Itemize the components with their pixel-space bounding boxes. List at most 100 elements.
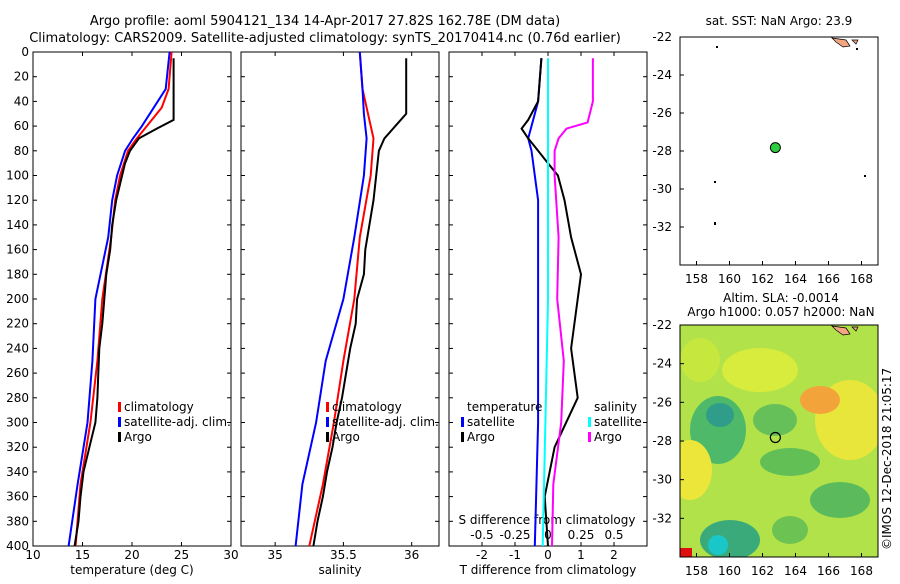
legend-swatch-argo bbox=[326, 432, 329, 442]
depth-tick-label: 60 bbox=[14, 119, 29, 133]
sla-blob bbox=[800, 386, 840, 414]
xtick-label: 35 bbox=[267, 548, 282, 562]
legend-swatch-climatology bbox=[118, 402, 121, 412]
sla-blob bbox=[810, 482, 870, 518]
coastline-island bbox=[851, 326, 859, 332]
lat-tick-label: -26 bbox=[652, 395, 672, 409]
legend-label: satellite-adj. clim. bbox=[332, 415, 439, 429]
xtick-label: 20 bbox=[124, 548, 139, 562]
lat-tick-label: -32 bbox=[652, 511, 672, 525]
temperature-argo-line bbox=[73, 58, 175, 546]
legend-swatch-s-argo bbox=[588, 432, 591, 442]
depth-tick-label: 180 bbox=[6, 267, 29, 281]
lon-tick-label: 164 bbox=[784, 564, 807, 578]
salinity-panel-frame bbox=[240, 51, 440, 547]
diff-s-argo-line bbox=[551, 58, 594, 546]
legend-swatch-t-satellite bbox=[461, 417, 464, 427]
diff-t-satellite-line bbox=[527, 58, 543, 546]
depth-tick-label: 240 bbox=[6, 341, 29, 355]
lon-tick-label: 158 bbox=[685, 564, 708, 578]
legend-title-temperature: temperature bbox=[467, 400, 542, 414]
lat-tick-label: -28 bbox=[652, 434, 672, 448]
title-line-1: Argo profile: aoml 5904121_134 14-Apr-20… bbox=[90, 14, 560, 29]
diff-s-satellite-line bbox=[541, 58, 549, 546]
depth-tick-label: 360 bbox=[6, 490, 29, 504]
coastline-island bbox=[714, 222, 716, 225]
difference-legend: temperature satellite Argo salinity sate… bbox=[461, 400, 642, 444]
depth-axis: 0 20 40 60 80 100 120 140 160 180 200 220 240 260 280 3… bbox=[6, 45, 29, 553]
lat-tick-label: -30 bbox=[652, 182, 672, 196]
coastline-island bbox=[716, 46, 718, 48]
legend-title-salinity: salinity bbox=[594, 400, 637, 414]
xtick-s-label: 0.25 bbox=[568, 528, 595, 542]
xtick-s-label: -0.25 bbox=[499, 528, 530, 542]
depth-tick-label: 300 bbox=[6, 416, 29, 430]
legend-label: Argo bbox=[467, 430, 495, 444]
xtick-label: -1 bbox=[509, 548, 521, 562]
imos-credit: ©IMOS 12-Dec-2018 21:05:17 bbox=[880, 368, 894, 550]
xtick-label: 36 bbox=[404, 548, 419, 562]
legend-label: Argo bbox=[124, 430, 152, 444]
sla-blob bbox=[753, 404, 797, 436]
lon-tick-label: 160 bbox=[718, 564, 741, 578]
legend-swatch-satellite bbox=[326, 417, 329, 427]
depth-tick-label: 20 bbox=[14, 70, 29, 84]
temperature-panel-frame bbox=[32, 51, 232, 547]
sla-blob bbox=[708, 535, 728, 555]
depth-tick-label: 220 bbox=[6, 317, 29, 331]
diff-t-argo-line bbox=[520, 58, 583, 546]
legend-swatch-s-satellite bbox=[588, 417, 591, 427]
difference-xlabel: T difference from climatology bbox=[459, 563, 637, 577]
lon-tick-label: 166 bbox=[817, 272, 840, 286]
lat-tick-label: -22 bbox=[652, 30, 672, 44]
depth-tick-label: 200 bbox=[6, 292, 29, 306]
temperature-legend: climatology satellite-adj. clim. Argo bbox=[118, 400, 231, 444]
depth-tick-label: 100 bbox=[6, 169, 29, 183]
temperature-xticks: 10 15 20 25 30 bbox=[25, 52, 239, 562]
sla-blob bbox=[680, 338, 720, 382]
legend-label: satellite bbox=[594, 415, 642, 429]
temperature-xlabel: temperature (deg C) bbox=[70, 563, 193, 577]
coastline-island bbox=[851, 39, 859, 45]
title-line-2: Climatology: CARS2009. Satellite-adjuste… bbox=[29, 31, 621, 46]
depth-tick-label: 280 bbox=[6, 391, 29, 405]
xtick-label: 1 bbox=[577, 548, 585, 562]
depth-tick-label: 140 bbox=[6, 218, 29, 232]
sla-lon-axis: 158 160 162 164 166 168 bbox=[685, 553, 873, 578]
salinity-climatology-line bbox=[308, 52, 375, 546]
xtick-label: 2 bbox=[610, 548, 618, 562]
legend-swatch-t-argo bbox=[461, 432, 464, 442]
salinity-legend: climatology satellite-adj. clim. Argo bbox=[326, 400, 439, 444]
temperature-satellite-line bbox=[67, 52, 171, 546]
lat-tick-label: -30 bbox=[652, 473, 672, 487]
lat-tick-label: -24 bbox=[652, 357, 672, 371]
lat-tick-label: -28 bbox=[652, 144, 672, 158]
coastline-island bbox=[831, 325, 851, 336]
axis-ticks bbox=[33, 51, 647, 547]
coastline-island bbox=[864, 175, 866, 177]
coastline-island bbox=[714, 181, 716, 183]
legend-label: Argo bbox=[594, 430, 622, 444]
coastline-island bbox=[856, 48, 858, 50]
lon-tick-label: 164 bbox=[784, 272, 807, 286]
depth-tick-label: 80 bbox=[14, 144, 29, 158]
legend-swatch-argo bbox=[118, 432, 121, 442]
sla-blob bbox=[706, 403, 734, 427]
lon-tick-label: 160 bbox=[718, 272, 741, 286]
xtick-label: 15 bbox=[75, 548, 90, 562]
legend-label: satellite-adj. clim. bbox=[124, 415, 231, 429]
xtick-label: -2 bbox=[476, 548, 488, 562]
sst-lat-axis: -22 -24 -26 -28 -30 -32 bbox=[652, 30, 684, 234]
salinity-argo-line bbox=[312, 58, 408, 546]
legend-label: climatology bbox=[124, 400, 194, 414]
lon-tick-label: 166 bbox=[817, 564, 840, 578]
sla-field bbox=[680, 325, 878, 557]
lat-tick-label: -26 bbox=[652, 106, 672, 120]
xtick-label: 25 bbox=[174, 548, 189, 562]
legend-label: climatology bbox=[332, 400, 402, 414]
xtick-s-label: 0.5 bbox=[604, 528, 623, 542]
sst-lon-axis: 158 160 162 164 166 168 bbox=[685, 261, 873, 286]
sla-blob bbox=[680, 440, 712, 500]
